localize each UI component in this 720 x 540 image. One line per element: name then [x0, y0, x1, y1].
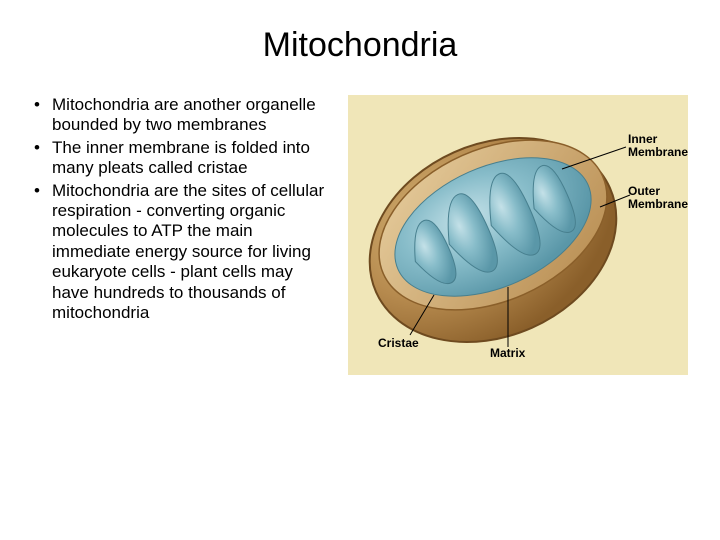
label-text: Outer Membrane	[628, 184, 688, 211]
label-outer-membrane: Outer Membrane	[628, 185, 688, 211]
slide: Mitochondria Mitochondria are another or…	[0, 0, 720, 540]
label-text: Matrix	[490, 346, 525, 360]
label-text: Inner Membrane	[628, 132, 688, 159]
bullet-item: Mitochondria are another organelle bound…	[30, 95, 330, 136]
bullet-item: Mitochondria are the sites of cellular r…	[30, 181, 330, 324]
text-column: Mitochondria are another organelle bound…	[30, 95, 330, 375]
content-row: Mitochondria are another organelle bound…	[30, 95, 690, 375]
mitochondrion-diagram: Inner Membrane Outer Membrane Cristae Ma…	[348, 95, 688, 375]
label-cristae: Cristae	[378, 337, 419, 350]
label-text: Cristae	[378, 336, 419, 350]
label-inner-membrane: Inner Membrane	[628, 133, 688, 159]
slide-title: Mitochondria	[30, 26, 690, 65]
label-matrix: Matrix	[490, 347, 525, 360]
bullet-item: The inner membrane is folded into many p…	[30, 138, 330, 179]
diagram-column: Inner Membrane Outer Membrane Cristae Ma…	[346, 95, 690, 375]
bullet-list: Mitochondria are another organelle bound…	[30, 95, 330, 323]
